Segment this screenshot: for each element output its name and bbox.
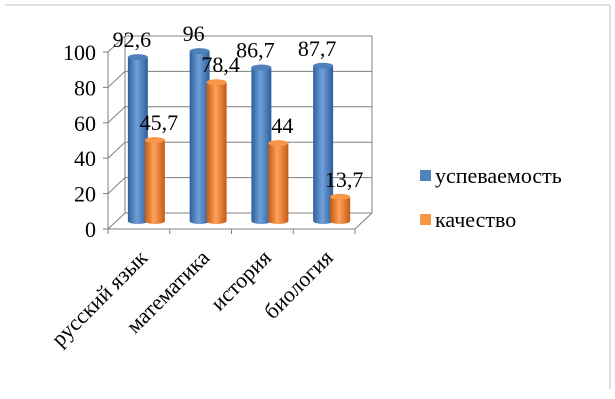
gridline-diag-0 [107, 212, 126, 230]
gridline-diag-40 [107, 141, 126, 159]
bar-kachestvo-0 [144, 140, 165, 225]
gridline-diag-80 [107, 71, 126, 88]
data-label-0-2: 86,7 [236, 38, 275, 63]
bar-kachestvo-2 [268, 143, 289, 225]
y-tick-label-60: 60 [74, 111, 96, 136]
legend-label-1: качество [435, 207, 516, 232]
y-tick-label-80: 80 [74, 75, 96, 100]
bar-uspevaemost-0 [127, 57, 148, 225]
gridline-diag-20 [107, 177, 126, 194]
floor-right-edge [354, 212, 373, 230]
y-tick-label-0: 0 [85, 217, 96, 242]
bar-top-0-0 [127, 54, 148, 61]
y-tick-label-40: 40 [74, 146, 96, 171]
bar-top-0-2 [251, 64, 272, 71]
data-label-1-0: 45,7 [140, 110, 179, 135]
legend: успеваемость качество [420, 163, 562, 232]
bar-uspevaemost-1 [189, 51, 210, 225]
gridline-diag-100 [107, 35, 126, 53]
data-labels: 92,6 45,7 96 78,486,7 44 87,7 13,7 [113, 21, 364, 192]
x-tick-label-3: биология [259, 245, 338, 324]
data-label-0-0: 92,6 [113, 27, 152, 52]
data-label-0-1: 96 [183, 21, 205, 46]
data-label-1-3: 13,7 [325, 167, 364, 192]
legend-swatch-1 [420, 214, 431, 225]
axes [5, 4, 611, 389]
bars [127, 48, 351, 225]
y-tick-label-100: 100 [63, 40, 96, 65]
bar-uspevaemost-3 [313, 65, 334, 225]
bar-top-1-0 [144, 137, 165, 144]
gridline-diag-60 [107, 106, 126, 124]
data-label-1-1: 78,4 [201, 52, 240, 77]
bar-kachestvo-1 [206, 82, 227, 225]
y-tick-label-20: 20 [74, 182, 96, 207]
data-label-0-3: 87,7 [298, 36, 337, 61]
legend-label-0: успеваемость [435, 163, 562, 188]
bar-top-1-2 [268, 140, 289, 147]
bar-kachestvo-3 [330, 196, 351, 225]
bar-top-0-3 [313, 62, 334, 69]
bar-top-1-3 [330, 193, 351, 200]
bar-top-0-1 [189, 48, 210, 55]
data-label-1-2: 44 [271, 113, 293, 138]
bar-uspevaemost-2 [251, 67, 272, 225]
bar-top-1-1 [206, 79, 227, 86]
legend-swatch-0 [420, 170, 431, 181]
